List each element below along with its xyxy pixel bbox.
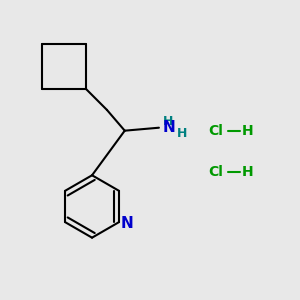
Text: H: H <box>163 115 173 128</box>
Text: H: H <box>242 165 253 179</box>
Text: H: H <box>242 124 253 138</box>
Text: Cl: Cl <box>208 124 223 138</box>
Text: H: H <box>177 127 187 140</box>
Text: N: N <box>163 120 176 135</box>
Text: N: N <box>120 216 133 231</box>
Text: Cl: Cl <box>208 165 223 179</box>
